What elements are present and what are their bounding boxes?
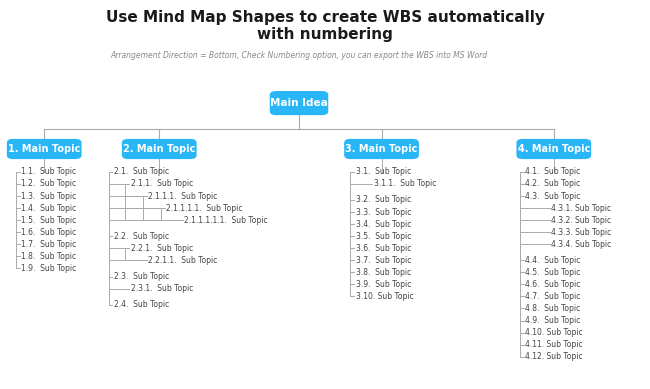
Text: Arrangement Direction = Bottom, Check Numbering option, you can export the WBS i: Arrangement Direction = Bottom, Check Nu…	[111, 51, 488, 60]
Text: 4.12. Sub Topic: 4.12. Sub Topic	[525, 352, 583, 361]
FancyBboxPatch shape	[7, 139, 82, 159]
Text: 2.2.  Sub Topic: 2.2. Sub Topic	[114, 231, 169, 241]
Text: 3.9.  Sub Topic: 3.9. Sub Topic	[356, 280, 411, 289]
Text: 1.6.  Sub Topic: 1.6. Sub Topic	[21, 228, 76, 237]
Text: 3.4.  Sub Topic: 3.4. Sub Topic	[356, 219, 411, 229]
Text: 1.1.  Sub Topic: 1.1. Sub Topic	[21, 167, 76, 177]
Text: 4.2.  Sub Topic: 4.2. Sub Topic	[525, 179, 580, 189]
Text: 4.10. Sub Topic: 4.10. Sub Topic	[525, 328, 583, 337]
Text: 4.6.  Sub Topic: 4.6. Sub Topic	[525, 280, 580, 289]
Text: 2.1.  Sub Topic: 2.1. Sub Topic	[114, 167, 169, 177]
Text: 4.1.  Sub Topic: 4.1. Sub Topic	[525, 167, 580, 177]
Text: 4.11. Sub Topic: 4.11. Sub Topic	[525, 340, 583, 349]
Text: 4.3.2. Sub Topic: 4.3.2. Sub Topic	[551, 216, 611, 225]
FancyBboxPatch shape	[270, 91, 328, 115]
FancyBboxPatch shape	[344, 139, 419, 159]
Text: Use Mind Map Shapes to create WBS automatically: Use Mind Map Shapes to create WBS automa…	[105, 10, 545, 25]
Text: 2.3.  Sub Topic: 2.3. Sub Topic	[114, 272, 169, 281]
Text: 2.2.1.1.  Sub Topic: 2.2.1.1. Sub Topic	[148, 256, 218, 265]
Text: 3.6.  Sub Topic: 3.6. Sub Topic	[356, 244, 411, 253]
Text: 4.9.  Sub Topic: 4.9. Sub Topic	[525, 316, 580, 325]
Text: 1.3.  Sub Topic: 1.3. Sub Topic	[21, 191, 76, 201]
Text: 2.1.1.1.1.  Sub Topic: 2.1.1.1.1. Sub Topic	[166, 203, 243, 213]
Text: 1. Main Topic: 1. Main Topic	[8, 144, 81, 154]
Text: 3.8.  Sub Topic: 3.8. Sub Topic	[356, 268, 411, 277]
Text: 2.1.1.1.1.1.  Sub Topic: 2.1.1.1.1.1. Sub Topic	[184, 216, 268, 225]
Text: 1.5.  Sub Topic: 1.5. Sub Topic	[21, 216, 76, 225]
Text: 4.3.  Sub Topic: 4.3. Sub Topic	[525, 191, 580, 201]
Text: 1.4.  Sub Topic: 1.4. Sub Topic	[21, 203, 76, 213]
Text: 3.10. Sub Topic: 3.10. Sub Topic	[356, 292, 413, 301]
Text: 4.3.3. Sub Topic: 4.3.3. Sub Topic	[551, 228, 612, 237]
Text: 2.1.1.1.  Sub Topic: 2.1.1.1. Sub Topic	[148, 191, 218, 201]
Text: 2. Main Topic: 2. Main Topic	[123, 144, 196, 154]
Text: 3.3.  Sub Topic: 3.3. Sub Topic	[356, 207, 411, 217]
Text: 4.4.  Sub Topic: 4.4. Sub Topic	[525, 256, 580, 265]
Text: 4.3.1. Sub Topic: 4.3.1. Sub Topic	[551, 203, 611, 213]
Text: with numbering: with numbering	[257, 27, 393, 42]
Text: 3.2.  Sub Topic: 3.2. Sub Topic	[356, 195, 411, 205]
Text: 3.7.  Sub Topic: 3.7. Sub Topic	[356, 256, 411, 265]
Text: 1.9.  Sub Topic: 1.9. Sub Topic	[21, 264, 76, 273]
Text: 4.3.4. Sub Topic: 4.3.4. Sub Topic	[551, 240, 612, 249]
FancyBboxPatch shape	[516, 139, 592, 159]
Text: 4.5.  Sub Topic: 4.5. Sub Topic	[525, 268, 580, 277]
Text: 2.1.1.  Sub Topic: 2.1.1. Sub Topic	[131, 179, 193, 189]
Text: 3.1.  Sub Topic: 3.1. Sub Topic	[356, 167, 411, 177]
Text: 1.2.  Sub Topic: 1.2. Sub Topic	[21, 179, 76, 189]
Text: 4.8.  Sub Topic: 4.8. Sub Topic	[525, 304, 580, 313]
Text: 2.3.1.  Sub Topic: 2.3.1. Sub Topic	[131, 284, 193, 293]
Text: 3.5.  Sub Topic: 3.5. Sub Topic	[356, 231, 411, 241]
Text: Main Idea: Main Idea	[270, 98, 328, 108]
Text: 3. Main Topic: 3. Main Topic	[345, 144, 418, 154]
Text: 1.8.  Sub Topic: 1.8. Sub Topic	[21, 252, 76, 261]
Text: 4. Main Topic: 4. Main Topic	[517, 144, 590, 154]
Text: 4.7.  Sub Topic: 4.7. Sub Topic	[525, 292, 580, 301]
Text: 2.4.  Sub Topic: 2.4. Sub Topic	[114, 300, 169, 310]
Text: 3.1.1.  Sub Topic: 3.1.1. Sub Topic	[374, 179, 436, 189]
FancyBboxPatch shape	[122, 139, 196, 159]
Text: 2.2.1.  Sub Topic: 2.2.1. Sub Topic	[131, 244, 193, 253]
Text: 1.7.  Sub Topic: 1.7. Sub Topic	[21, 240, 76, 249]
